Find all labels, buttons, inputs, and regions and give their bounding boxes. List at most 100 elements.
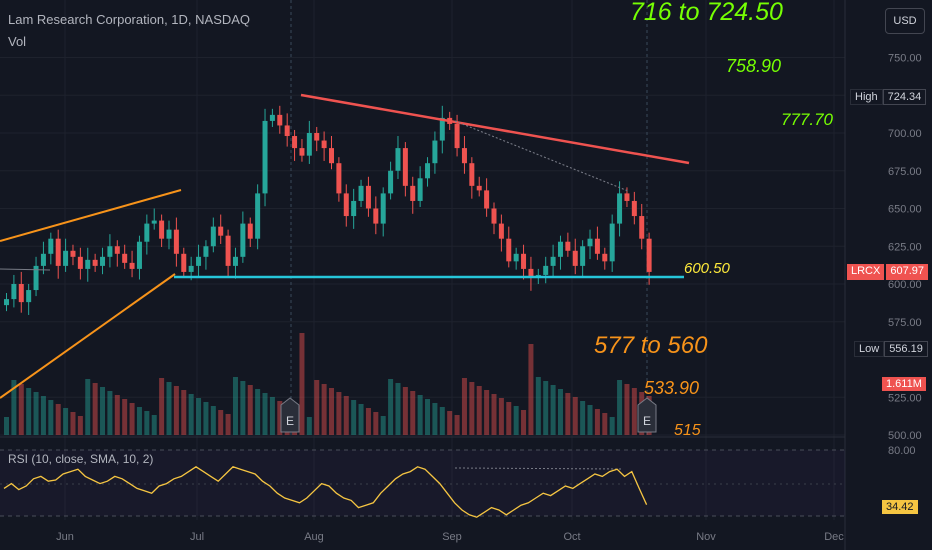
candle-body-38 bbox=[284, 125, 290, 137]
volume-bar-29 bbox=[218, 410, 224, 435]
month-label-aug: Aug bbox=[304, 531, 324, 543]
candle-body-85 bbox=[631, 200, 637, 217]
resistance-line bbox=[300, 93, 690, 165]
volume-bar-34 bbox=[255, 389, 261, 435]
candle-body-40 bbox=[299, 148, 305, 156]
volume-bar-47 bbox=[351, 400, 357, 435]
channel-lower-line bbox=[0, 273, 176, 399]
volume-bar-75 bbox=[557, 389, 563, 435]
volume-bar-27 bbox=[203, 402, 209, 435]
volume-bar-65 bbox=[484, 390, 490, 435]
candle-body-61 bbox=[454, 123, 460, 149]
candle-body-82 bbox=[609, 223, 615, 262]
candle-body-68 bbox=[506, 238, 512, 262]
symbol-tag-label: LRCX bbox=[847, 264, 885, 280]
low-tag-label: Low bbox=[854, 341, 885, 357]
month-label-jun: Jun bbox=[56, 531, 74, 543]
volume-bar-9 bbox=[70, 412, 76, 435]
candle-body-7 bbox=[55, 238, 61, 266]
candle-body-22 bbox=[166, 229, 172, 239]
candle-body-87 bbox=[646, 238, 652, 272]
volume-bar-10 bbox=[77, 416, 83, 435]
candle-body-63 bbox=[469, 163, 475, 186]
candle-body-74 bbox=[550, 256, 556, 266]
candle-body-3 bbox=[26, 290, 32, 303]
symbol-tag-value: 607.97 bbox=[886, 264, 928, 280]
candle-body-0 bbox=[4, 299, 9, 306]
candle-body-23 bbox=[173, 229, 179, 254]
volume-bar-49 bbox=[365, 408, 371, 435]
candle-body-67 bbox=[498, 223, 504, 239]
volume-bar-22 bbox=[166, 382, 172, 435]
volume-bar-64 bbox=[476, 386, 482, 435]
volume-bar-51 bbox=[380, 416, 386, 435]
candle-body-34 bbox=[255, 193, 261, 239]
volume-bar-13 bbox=[100, 387, 106, 435]
candle-body-2 bbox=[18, 284, 24, 303]
candle-body-15 bbox=[114, 246, 120, 254]
volume-bar-44 bbox=[329, 388, 334, 435]
candle-body-24 bbox=[181, 253, 187, 272]
volume-bar-4 bbox=[33, 392, 39, 435]
volume-bar-53 bbox=[395, 383, 401, 435]
candle-body-49 bbox=[365, 185, 371, 209]
candle-body-62 bbox=[461, 148, 467, 164]
volume-bar-82 bbox=[609, 417, 615, 435]
volume-bar-30 bbox=[225, 414, 231, 435]
candle-body-10 bbox=[77, 256, 83, 269]
candle-body-1 bbox=[11, 284, 17, 300]
volume-bar-25 bbox=[188, 394, 194, 435]
target-533: 533.90 bbox=[644, 378, 700, 398]
volume-bar-73 bbox=[543, 381, 549, 435]
volume-bar-50 bbox=[373, 412, 379, 435]
candle-body-35 bbox=[262, 120, 268, 194]
volume-bar-43 bbox=[321, 384, 327, 435]
candle-body-50 bbox=[373, 208, 379, 224]
target-716-724: 716 to 724.50 bbox=[630, 0, 783, 26]
volume-bar-19 bbox=[144, 411, 150, 435]
volume-label: Vol bbox=[8, 34, 27, 49]
candle-body-17 bbox=[129, 262, 135, 269]
candle-body-42 bbox=[314, 133, 320, 141]
candle-body-66 bbox=[491, 208, 497, 224]
candle-body-46 bbox=[343, 193, 349, 217]
volume-bar-59 bbox=[439, 407, 445, 435]
candle-body-81 bbox=[602, 253, 608, 262]
currency-button[interactable]: USD bbox=[885, 8, 925, 34]
volume-bar-3 bbox=[26, 388, 32, 435]
volume-bar-17 bbox=[129, 403, 135, 435]
candle-body-33 bbox=[247, 223, 253, 239]
volume-bar-71 bbox=[528, 344, 534, 435]
target-758: 758.90 bbox=[726, 56, 782, 76]
volume-bar-78 bbox=[580, 401, 586, 435]
high-tag-value: 724.34 bbox=[882, 89, 927, 105]
candle-body-84 bbox=[624, 193, 630, 201]
target-515: 515 bbox=[674, 422, 701, 439]
candle-body-80 bbox=[594, 238, 600, 254]
rsi-line bbox=[3, 466, 648, 518]
volume-bar-76 bbox=[565, 393, 571, 435]
candle-body-69 bbox=[513, 253, 519, 262]
candle-body-41 bbox=[306, 133, 312, 156]
volume-bar-7 bbox=[55, 404, 61, 435]
volume-bar-0 bbox=[4, 417, 9, 435]
month-label-dec: Dec bbox=[824, 531, 844, 543]
candle-body-6 bbox=[48, 238, 54, 254]
price-tick-6: 600.00 bbox=[888, 279, 922, 291]
candle-body-65 bbox=[484, 190, 490, 209]
chart-title: Lam Research Corporation, 1D, NASDAQ bbox=[8, 12, 251, 27]
price-tick-7: 575.00 bbox=[888, 317, 922, 329]
volume-bar-54 bbox=[402, 387, 408, 435]
volume-bar-58 bbox=[432, 403, 438, 435]
candle-body-26 bbox=[196, 256, 202, 266]
volume-bar-28 bbox=[210, 406, 216, 435]
volume-bar-77 bbox=[572, 397, 578, 435]
price-tick-5: 625.00 bbox=[888, 241, 922, 253]
candle-body-4 bbox=[33, 265, 39, 291]
volume-bar-42 bbox=[314, 380, 320, 435]
candle-body-18 bbox=[136, 241, 142, 269]
symbol-tag: LRCX 607.97 bbox=[847, 264, 928, 280]
volume-bar-66 bbox=[491, 394, 497, 435]
